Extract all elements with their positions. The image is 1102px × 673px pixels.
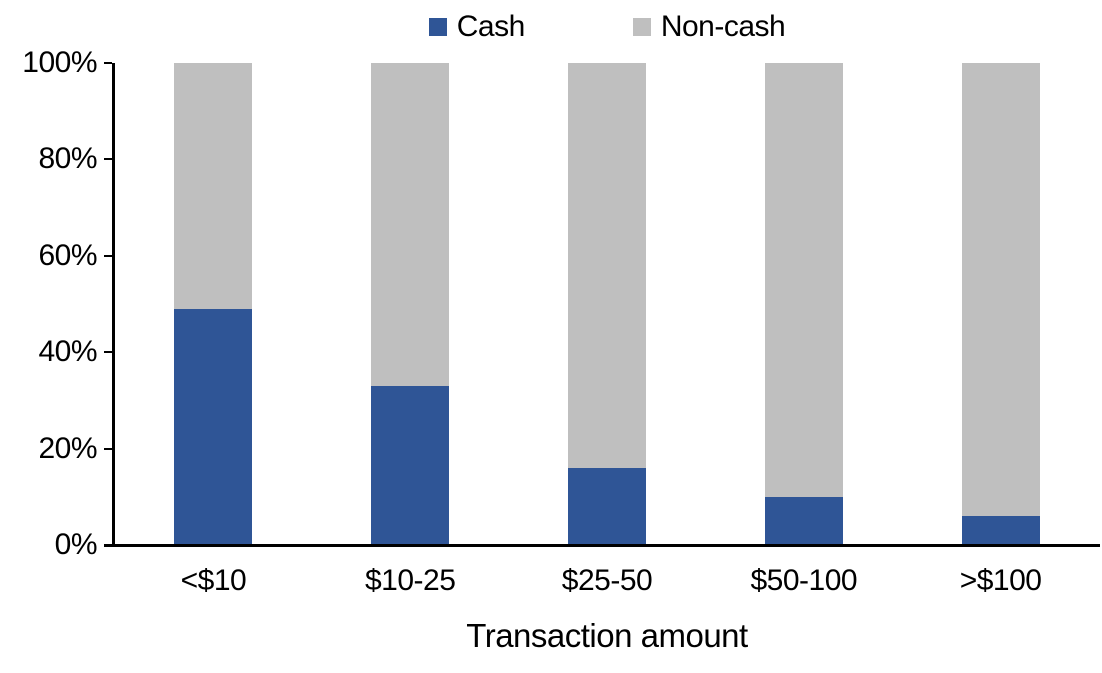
bar-segment-cash-1 (174, 308, 253, 545)
x-axis-category-label: $50-100 (750, 564, 858, 597)
cash-legend-swatch-icon (428, 18, 447, 36)
y-axis-tick (104, 62, 112, 64)
x-axis-category-label: $25-50 (561, 564, 653, 597)
chart-legend: Cash Non-cash (115, 8, 1099, 46)
y-axis-tick-label: 100% (22, 46, 97, 79)
legend-item-cash: Cash (428, 10, 526, 43)
y-axis-tick-label: 40% (38, 335, 97, 369)
bar-segment-cash-2 (371, 385, 450, 545)
non-cash-legend-swatch-icon (632, 18, 651, 36)
non-cash-legend-label: Non-cash (660, 10, 786, 43)
y-axis-tick (104, 254, 112, 257)
bar-segment-cash-3 (568, 467, 646, 545)
bar-segment-non-cash-5 (961, 63, 1040, 517)
y-axis-tick (104, 447, 112, 450)
y-axis-tick-label: 60% (38, 238, 97, 272)
bar-segment-cash-5 (961, 516, 1040, 545)
bar-segment-non-cash-4 (764, 63, 843, 497)
y-axis-tick-label: 80% (38, 142, 97, 176)
x-axis (104, 544, 1100, 547)
y-axis-tick (104, 158, 112, 161)
y-axis-tick (104, 351, 112, 354)
bar-segment-non-cash-3 (568, 63, 646, 468)
cash-legend-label: Cash (456, 10, 526, 43)
x-axis-category-label: >$100 (959, 564, 1042, 597)
y-axis-tick-label: 20% (38, 431, 97, 465)
x-axis-title: Transaction amount (466, 617, 748, 654)
y-axis (112, 63, 115, 547)
bar-segment-cash-4 (764, 496, 843, 545)
bar-segment-non-cash-1 (174, 63, 253, 309)
x-axis-category-label: <$10 (180, 564, 247, 597)
bar-segment-non-cash-2 (371, 63, 450, 386)
x-axis-category-label: $10-25 (364, 564, 456, 597)
legend-item-non-cash: Non-cash (632, 10, 786, 43)
y-axis-tick-label: 0% (54, 528, 98, 561)
